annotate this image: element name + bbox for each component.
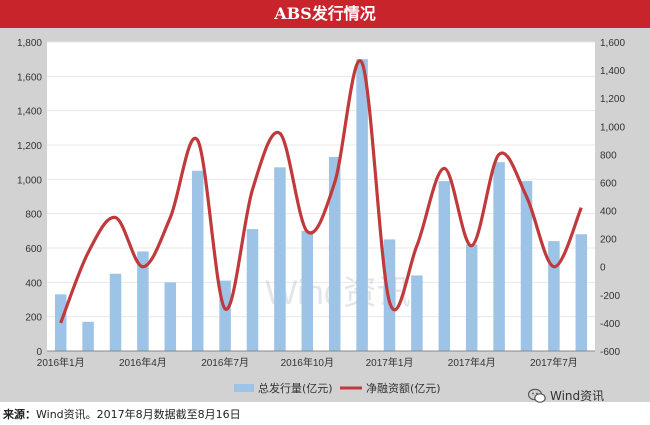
bar bbox=[246, 229, 259, 351]
right-tick-label: 200 bbox=[600, 235, 617, 246]
right-tick-label: -600 bbox=[600, 347, 620, 358]
x-axis: 2016年1月 2016年4月 2016年7月 2016年10月 2017年1月 2017… bbox=[37, 350, 595, 369]
bar bbox=[274, 167, 286, 351]
bar bbox=[493, 162, 505, 351]
left-tick-label: 0 bbox=[36, 347, 42, 358]
legend-label: 净融资额(亿元) bbox=[366, 381, 441, 395]
right-tick-label: 1,200 bbox=[600, 94, 625, 105]
left-tick-label: 1,600 bbox=[17, 72, 42, 83]
source-label: 来源： bbox=[3, 408, 36, 421]
x-tick-label: 2017年1月 bbox=[366, 356, 414, 369]
bar bbox=[82, 321, 94, 351]
net-financing-line bbox=[59, 59, 583, 324]
bar bbox=[438, 181, 451, 351]
x-tick-label: 2017年4月 bbox=[448, 356, 496, 369]
legend: 总发行量(亿元) 净融资额(亿元) bbox=[234, 381, 441, 395]
x-tick-label: 2016年4月 bbox=[119, 356, 167, 369]
bar bbox=[191, 170, 204, 351]
right-axis: -600 -400 -200 0 200 400 600 800 1,000 1,200 1,400… bbox=[600, 38, 625, 358]
right-tick-label: 600 bbox=[600, 178, 617, 189]
bar bbox=[164, 282, 177, 351]
left-tick-label: 1,000 bbox=[17, 175, 42, 186]
bar bbox=[137, 251, 149, 351]
left-tick-label: 1,200 bbox=[17, 141, 42, 152]
bar bbox=[328, 157, 341, 351]
left-tick-label: 200 bbox=[25, 313, 42, 324]
chart: Wind资讯 02004006008001,0001,2001,4001,600… bbox=[17, 38, 625, 395]
wechat-label: Wind资讯 bbox=[550, 389, 605, 403]
bar bbox=[301, 230, 314, 351]
bar bbox=[465, 244, 478, 351]
bar bbox=[356, 59, 368, 352]
right-tick-label: 1,000 bbox=[600, 122, 625, 133]
bar bbox=[411, 275, 423, 351]
x-tick-label: 2017年7月 bbox=[530, 356, 578, 369]
left-tick-label: 1,400 bbox=[17, 107, 42, 118]
x-tick-label: 2016年7月 bbox=[201, 356, 249, 369]
left-tick-label: 800 bbox=[25, 210, 42, 221]
right-tick-label: -200 bbox=[600, 291, 620, 302]
legend-swatch-bar bbox=[234, 384, 254, 392]
bar bbox=[520, 181, 533, 351]
right-tick-label: 1,400 bbox=[600, 66, 625, 77]
source-text: Wind资讯。2017年8月数据截至8月16日 bbox=[36, 408, 241, 421]
left-tick-label: 600 bbox=[25, 244, 42, 255]
left-tick-label: 400 bbox=[25, 278, 42, 289]
bar bbox=[575, 234, 588, 351]
bar bbox=[219, 280, 231, 351]
right-tick-label: 400 bbox=[600, 207, 617, 218]
left-axis: 0 200 400 600 800 1,000 1,200 1,400 1,600 1,800 bbox=[17, 38, 42, 358]
right-tick-label: 0 bbox=[600, 263, 606, 274]
bar bbox=[109, 273, 122, 351]
left-tick-label: 1,800 bbox=[17, 38, 42, 49]
bar bbox=[548, 241, 560, 351]
x-tick-label: 2016年10月 bbox=[281, 356, 334, 369]
right-tick-label: 800 bbox=[600, 150, 617, 161]
wechat-badge: Wind资讯 bbox=[527, 386, 605, 406]
wechat-icon bbox=[527, 388, 546, 404]
right-tick-label: -400 bbox=[600, 319, 620, 330]
x-tick-label: 2016年1月 bbox=[37, 356, 85, 369]
source-footer: 来源：Wind资讯。2017年8月数据截至8月16日 bbox=[0, 404, 241, 425]
legend-label: 总发行量(亿元) bbox=[258, 381, 333, 395]
line-series bbox=[59, 59, 583, 324]
chart-title: ABS发行情况 bbox=[0, 0, 650, 28]
right-tick-label: 1,600 bbox=[600, 38, 625, 49]
